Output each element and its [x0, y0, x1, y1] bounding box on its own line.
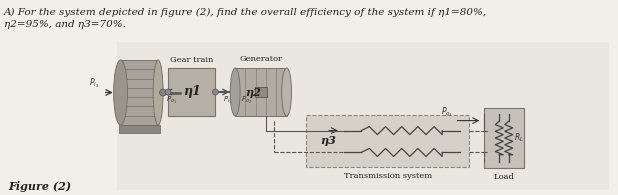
Ellipse shape [231, 68, 240, 116]
Bar [485, 108, 524, 168]
Text: Load: Load [494, 173, 514, 181]
Text: $P_{o_3}$: $P_{o_3}$ [441, 105, 452, 119]
Text: $P_{i_3}$: $P_{i_3}$ [223, 95, 233, 106]
Text: η1: η1 [183, 85, 201, 98]
Text: $P_{o_1}$: $P_{o_1}$ [166, 95, 177, 106]
Bar [121, 60, 158, 125]
Text: $R_L$: $R_L$ [514, 132, 523, 144]
Circle shape [213, 89, 218, 95]
Bar [255, 87, 267, 97]
Text: η2: η2 [245, 87, 261, 98]
Text: η3: η3 [320, 136, 336, 146]
Ellipse shape [153, 60, 163, 125]
Bar [307, 115, 470, 167]
Ellipse shape [282, 68, 292, 116]
Bar [119, 125, 160, 133]
Bar [117, 42, 609, 190]
Circle shape [165, 89, 171, 95]
Text: $P_{i_2}$: $P_{i_2}$ [154, 95, 164, 106]
Text: η2=95%, and η3=70%.: η2=95%, and η3=70%. [4, 20, 126, 29]
Bar [235, 68, 287, 116]
Text: Transmission system: Transmission system [344, 172, 432, 180]
Text: Figure (2): Figure (2) [8, 181, 71, 192]
Ellipse shape [114, 60, 127, 125]
Text: $P_{i_1}$: $P_{i_1}$ [88, 77, 99, 90]
Bar [168, 68, 216, 116]
Text: Gear train: Gear train [170, 56, 213, 64]
Circle shape [159, 89, 166, 96]
Text: A) For the system depicted in figure (2), find the overall efficiency of the sys: A) For the system depicted in figure (2)… [4, 8, 487, 17]
Text: $P_{o_2}$: $P_{o_2}$ [241, 95, 252, 106]
Text: Generator: Generator [239, 55, 282, 63]
